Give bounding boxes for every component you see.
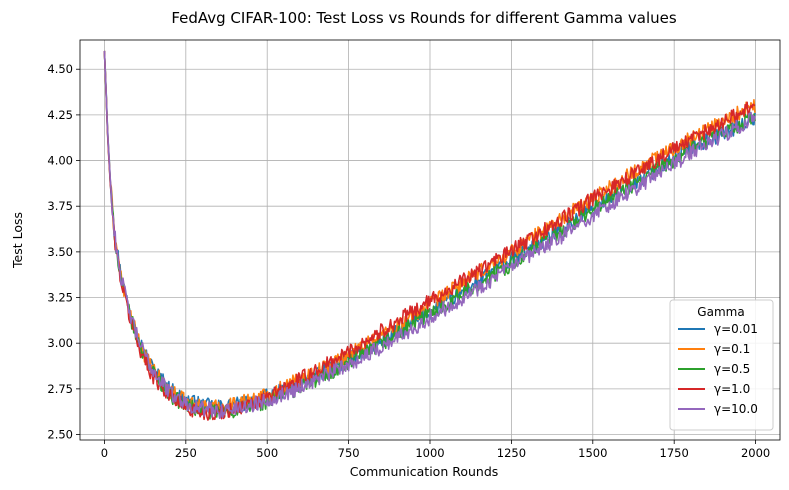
legend: Gamma γ=0.01 γ=0.1 γ=0.5 γ=1.0 γ=10.0 bbox=[669, 299, 774, 431]
y-tick-label: 4.00 bbox=[47, 154, 73, 168]
x-tick-label: 250 bbox=[175, 446, 197, 460]
y-tick-label: 3.25 bbox=[47, 291, 73, 305]
legend-box bbox=[669, 299, 774, 431]
legend-entry: γ=0.01 bbox=[714, 322, 758, 336]
legend-title: Gamma bbox=[697, 305, 744, 319]
x-tick-label: 1750 bbox=[660, 446, 689, 460]
y-tick-label: 3.50 bbox=[47, 245, 73, 259]
x-axis-ticks: 0 250 500 750 1000 1250 1500 1750 2000 bbox=[101, 440, 770, 460]
y-tick-label: 4.25 bbox=[47, 108, 73, 122]
series-line bbox=[103, 50, 756, 421]
y-tick-label: 3.00 bbox=[47, 336, 73, 350]
legend-entry: γ=0.1 bbox=[714, 342, 750, 356]
x-tick-label: 0 bbox=[101, 446, 108, 460]
y-tick-label: 2.50 bbox=[47, 428, 73, 442]
x-tick-label: 1000 bbox=[415, 446, 444, 460]
legend-entry: γ=1.0 bbox=[714, 382, 750, 396]
y-tick-label: 4.50 bbox=[47, 62, 73, 76]
x-tick-label: 750 bbox=[338, 446, 360, 460]
x-tick-label: 1500 bbox=[578, 446, 607, 460]
x-axis-label: Communication Rounds bbox=[350, 464, 499, 479]
x-tick-label: 1250 bbox=[497, 446, 526, 460]
y-tick-label: 2.75 bbox=[47, 382, 73, 396]
y-tick-label: 3.75 bbox=[47, 199, 73, 213]
x-tick-label: 2000 bbox=[741, 446, 770, 460]
y-axis-ticks: 2.50 2.75 3.00 3.25 3.50 3.75 4.00 4.25 4.50 bbox=[47, 62, 80, 442]
legend-entry: γ=0.5 bbox=[714, 362, 750, 376]
series-lines bbox=[103, 50, 756, 421]
chart-title: FedAvg CIFAR-100: Test Loss vs Rounds fo… bbox=[171, 9, 677, 27]
y-axis-label: Test Loss bbox=[10, 212, 25, 269]
legend-entry: γ=10.0 bbox=[714, 402, 758, 416]
series-line bbox=[103, 50, 756, 420]
x-tick-label: 500 bbox=[256, 446, 278, 460]
